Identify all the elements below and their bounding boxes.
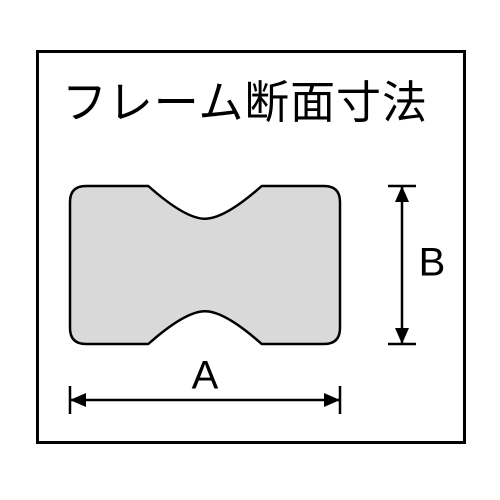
diagram-stage: フレーム断面寸法 A B bbox=[0, 0, 500, 500]
diagram-title: フレーム断面寸法 bbox=[62, 66, 428, 131]
